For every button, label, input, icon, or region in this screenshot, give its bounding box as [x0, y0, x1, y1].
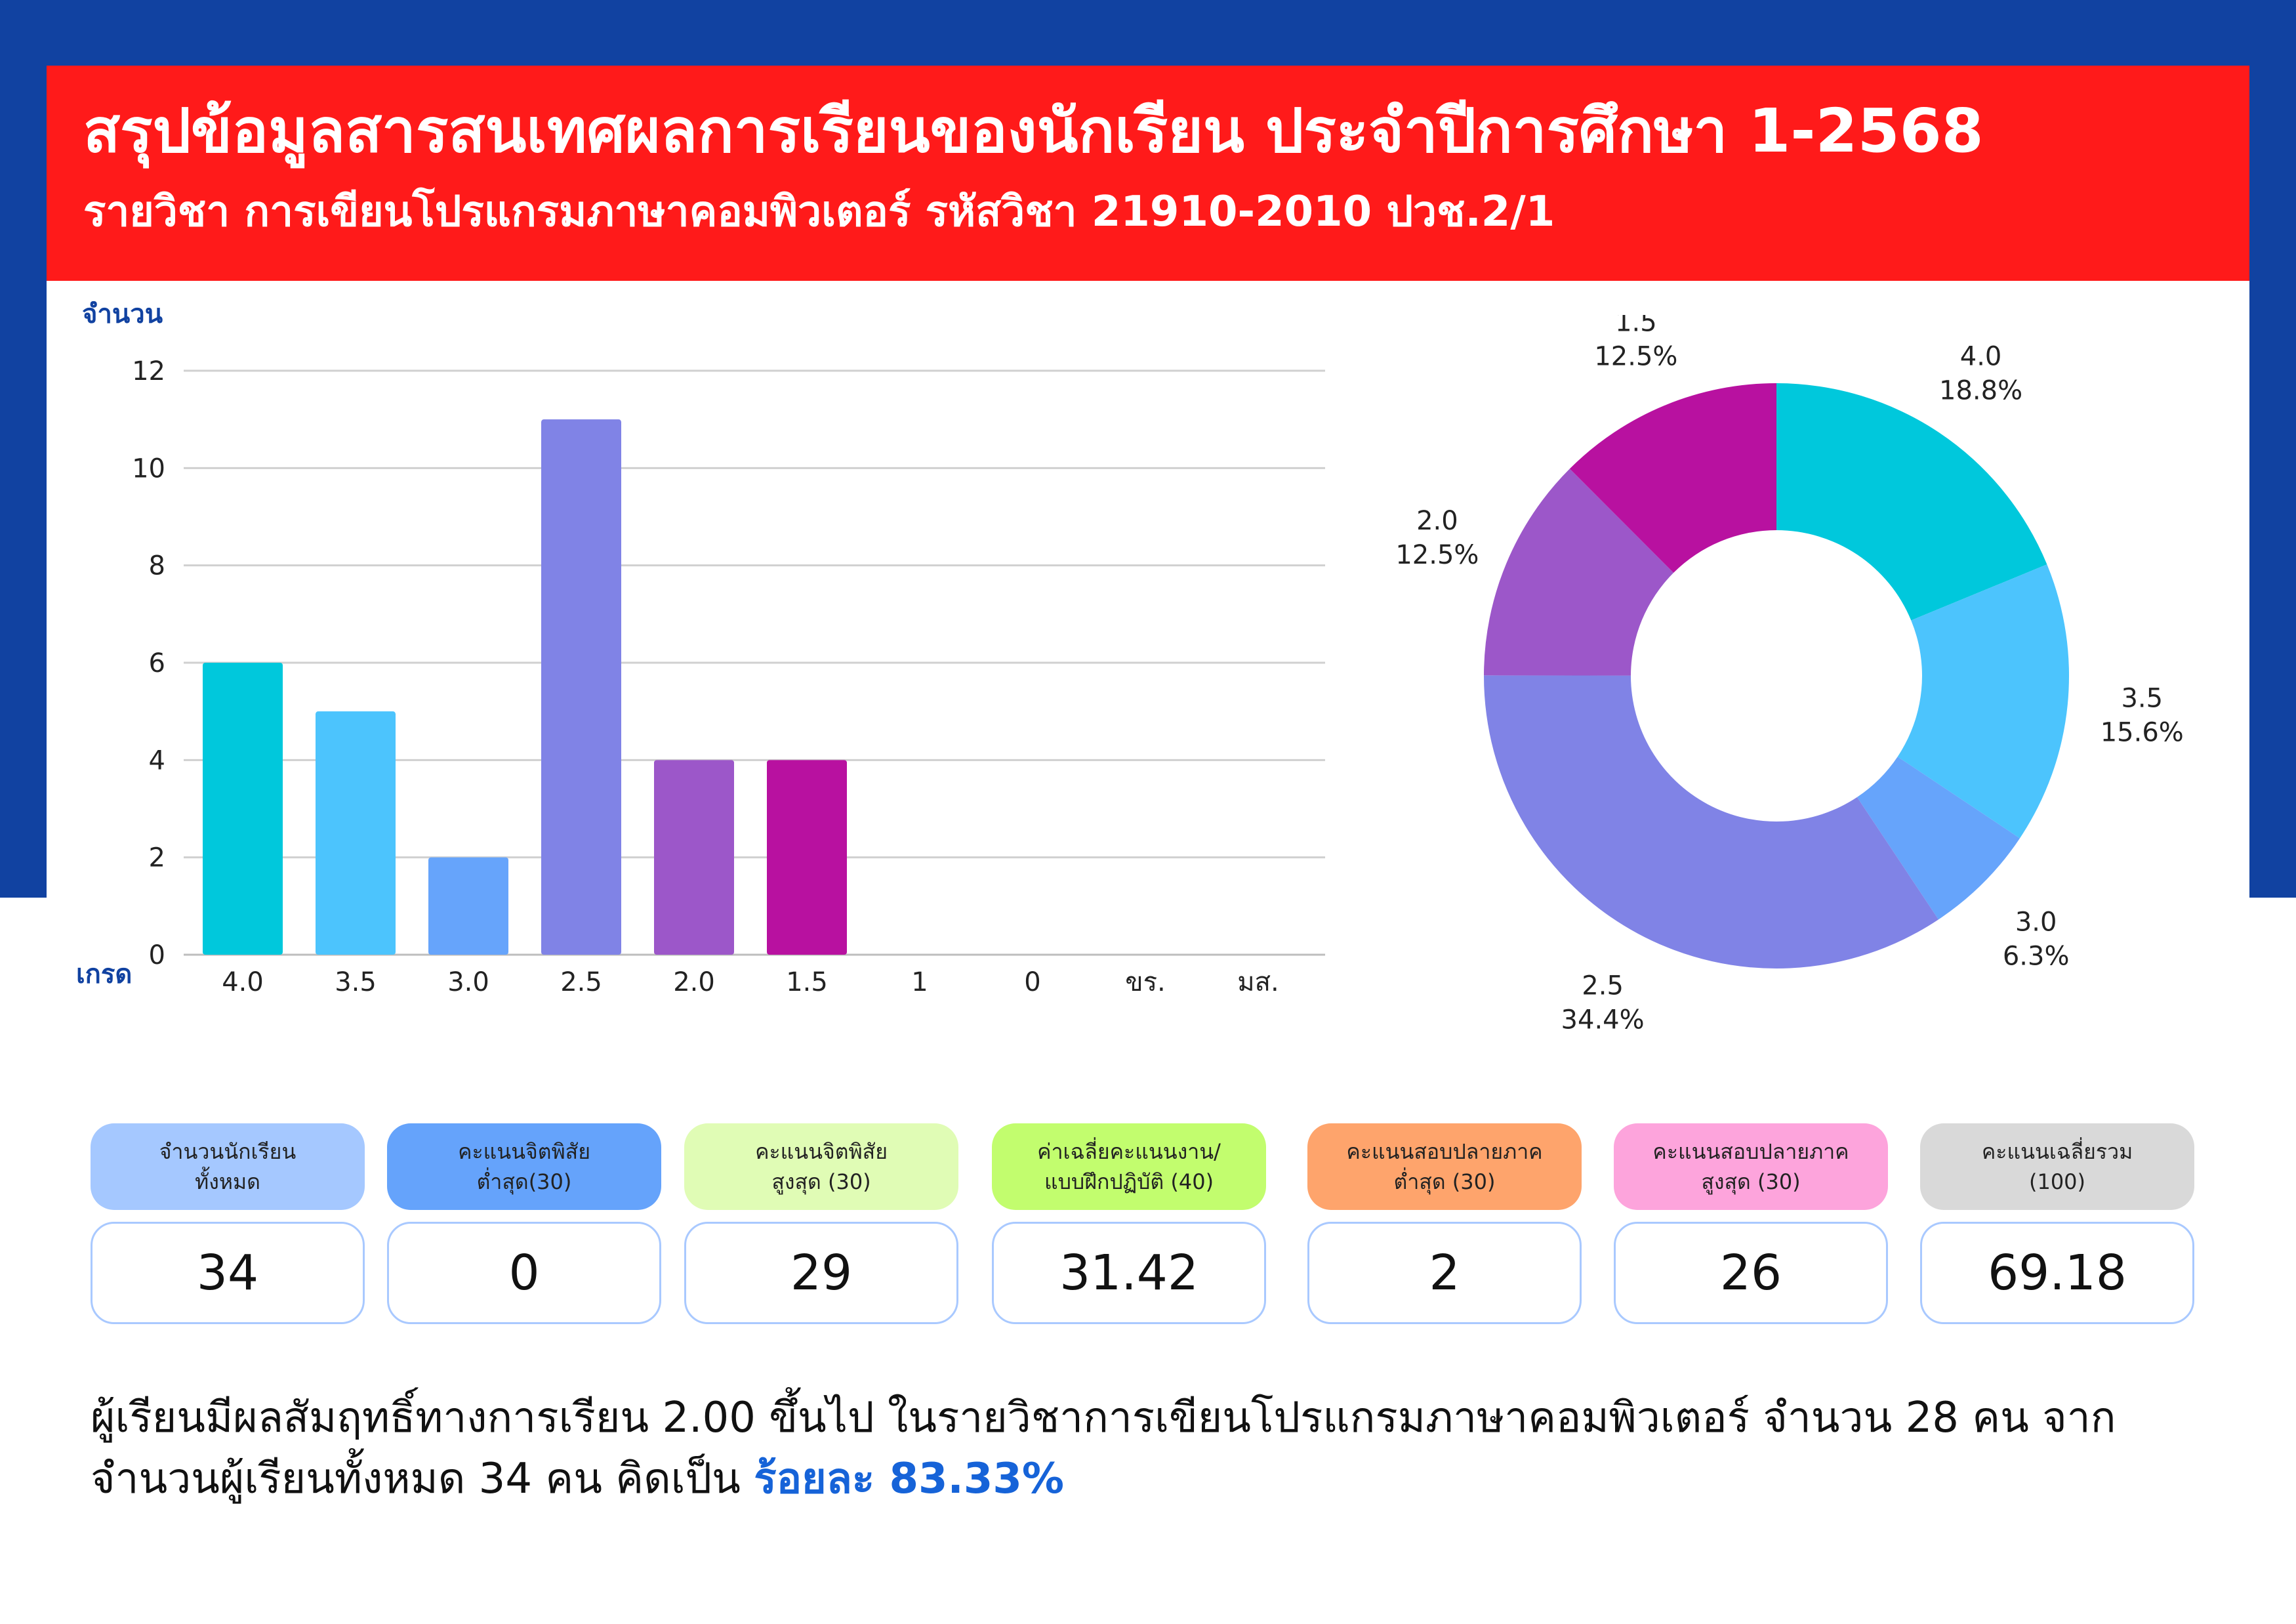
donut-slice	[1776, 383, 2047, 621]
stat-label-line1: จำนวนนักเรียน	[159, 1138, 297, 1164]
donut-slice	[1484, 468, 1674, 676]
stat-value: 26	[1614, 1222, 1888, 1324]
donut-slice	[1897, 564, 2069, 839]
donut-slices	[1484, 383, 2069, 968]
stat-label-line2: สูงสุด (30)	[1701, 1169, 1801, 1194]
summary-text: ผู้เรียนมีผลสัมฤทธิ์ทางการเรียน 2.00 ขึ้…	[91, 1388, 2216, 1510]
bar	[767, 760, 847, 955]
stat-label: คะแนนเฉลี่ยรวม (100)	[1920, 1123, 2194, 1210]
donut-labels: 4.0 18.8% 3.5 15.6% 3.0 6.3% 2.5 34.4% 2.0 12.5% 1…	[1395, 315, 2183, 1035]
stat-label-line1: คะแนนจิตพิสัย	[755, 1138, 888, 1164]
stat-label: คะแนนจิตพิสัยต่ำสุด(30)	[387, 1123, 661, 1210]
y-tick-label: 0	[149, 940, 165, 970]
page-subtitle: รายวิชา การเขียนโปรแกรมภาษาคอมพิวเตอร์ ร…	[83, 188, 1555, 236]
stat-label: คะแนนสอบปลายภาคสูงสุด (30)	[1614, 1123, 1888, 1210]
stat-label-line1: คะแนนจิตพิสัย	[458, 1138, 590, 1164]
stat-value: 0	[387, 1222, 661, 1324]
bar-x-ticks: 4.0 3.5 3.0 2.5 2.0 1.5 1 0 ขร. มส.	[222, 967, 1279, 997]
x-tick-label: 1	[911, 967, 928, 997]
page-title: สรุปข้อมูลสารสนเทศผลการเรียนของนักเรียน …	[83, 96, 1984, 166]
y-tick-label: 12	[132, 356, 165, 386]
x-tick-label: 3.0	[447, 967, 489, 997]
bar	[428, 857, 508, 955]
y-tick-label: 8	[149, 551, 165, 581]
stat-total-students: จำนวนนักเรียนทั้งหมด 34	[91, 1123, 365, 1324]
y-tick-label: 10	[132, 453, 165, 484]
header-banner: สรุปข้อมูลสารสนเทศผลการเรียนของนักเรียน …	[47, 66, 2249, 281]
stat-label-line2: ต่ำสุด (30)	[1393, 1169, 1496, 1194]
stat-label-line1: คะแนนสอบปลายภาค	[1652, 1138, 1849, 1164]
summary-body: ผู้เรียนมีผลสัมฤทธิ์ทางการเรียน 2.00 ขึ้…	[91, 1394, 2116, 1503]
slice-grade-label: 2.5	[1582, 970, 1624, 1001]
x-tick-label: มส.	[1237, 967, 1279, 997]
slice-percent-label: 18.8%	[1939, 376, 2022, 406]
x-tick-label: 4.0	[222, 967, 264, 997]
y-tick-label: 2	[149, 843, 165, 873]
stat-assignment-average: ค่าเฉลี่ยคะแนนงาน/แบบฝึกปฏิบัติ (40) 31.…	[992, 1123, 1266, 1324]
stat-final-exam-max: คะแนนสอบปลายภาคสูงสุด (30) 26	[1614, 1123, 1888, 1324]
x-tick-label: 0	[1024, 967, 1040, 997]
stat-final-exam-min: คะแนนสอบปลายภาคต่ำสุด (30) 2	[1307, 1123, 1582, 1324]
stat-attitude-max: คะแนนจิตพิสัยสูงสุด (30) 29	[684, 1123, 958, 1324]
stat-value: 31.42	[992, 1222, 1266, 1324]
slice-grade-label: 1.5	[1615, 315, 1657, 338]
stat-label: คะแนนจิตพิสัยสูงสุด (30)	[684, 1123, 958, 1210]
y-tick-label: 4	[149, 745, 165, 776]
stat-value: 29	[684, 1222, 958, 1324]
y-axis-title: จำนวน	[82, 299, 163, 329]
slice-grade-label: 3.0	[2015, 907, 2057, 937]
bar	[203, 663, 283, 955]
stat-label-line2: ทั้งหมด	[195, 1169, 260, 1194]
bar	[654, 760, 734, 955]
grade-donut-chart: 4.0 18.8% 3.5 15.6% 3.0 6.3% 2.5 34.4% 2.0 12.5% 1…	[1395, 315, 2183, 1035]
x-tick-label: ขร.	[1125, 967, 1166, 997]
stat-overall-average: คะแนนเฉลี่ยรวม (100) 69.18	[1920, 1123, 2194, 1324]
stat-value: 2	[1307, 1222, 1582, 1324]
stat-label: คะแนนสอบปลายภาคต่ำสุด (30)	[1307, 1123, 1582, 1210]
stat-label: จำนวนนักเรียนทั้งหมด	[91, 1123, 365, 1210]
bar	[541, 419, 621, 955]
stat-label-line2: สูงสุด (30)	[771, 1169, 871, 1194]
x-tick-label: 2.0	[673, 967, 715, 997]
stat-label: ค่าเฉลี่ยคะแนนงาน/แบบฝึกปฏิบัติ (40)	[992, 1123, 1266, 1210]
stat-value: 69.18	[1920, 1222, 2194, 1324]
x-tick-label: 2.5	[560, 967, 602, 997]
slice-percent-label: 34.4%	[1561, 1005, 1645, 1035]
y-tick-label: 6	[149, 648, 165, 678]
stat-label-line2: ต่ำสุด(30)	[476, 1169, 572, 1194]
stat-label-line1: ค่าเฉลี่ยคะแนนงาน/	[1037, 1138, 1221, 1164]
donut-slice	[1484, 675, 1938, 968]
stat-label-line1: คะแนนเฉลี่ยรวม	[1981, 1138, 2133, 1164]
slice-percent-label: 15.6%	[2101, 717, 2184, 747]
donut-slice	[1569, 383, 1776, 573]
slice-grade-label: 3.5	[2121, 683, 2163, 713]
x-tick-label: 3.5	[335, 967, 377, 997]
slice-grade-label: 4.0	[1960, 342, 2002, 372]
donut-slice	[1856, 757, 2020, 920]
slice-percent-label: 12.5%	[1395, 540, 1479, 570]
x-axis-title: เกรด	[76, 959, 132, 989]
slice-percent-label: 6.3%	[2003, 941, 2070, 971]
stat-label-line2: แบบฝึกปฏิบัติ (40)	[1044, 1169, 1214, 1194]
stat-label-line1: คะแนนสอบปลายภาค	[1346, 1138, 1543, 1164]
stat-label-line2: (100)	[2028, 1169, 2086, 1194]
slice-percent-label: 12.5%	[1594, 342, 1677, 372]
bar-y-ticks: 0 2 4 6 8 10 12	[132, 356, 165, 970]
bar	[316, 711, 396, 955]
summary-percentage: ร้อยละ 83.33%	[754, 1454, 1064, 1503]
x-tick-label: 1.5	[786, 967, 828, 997]
bar-series	[203, 419, 847, 955]
stat-value: 34	[91, 1222, 365, 1324]
slice-grade-label: 2.0	[1416, 506, 1458, 536]
stat-attitude-min: คะแนนจิตพิสัยต่ำสุด(30) 0	[387, 1123, 661, 1324]
